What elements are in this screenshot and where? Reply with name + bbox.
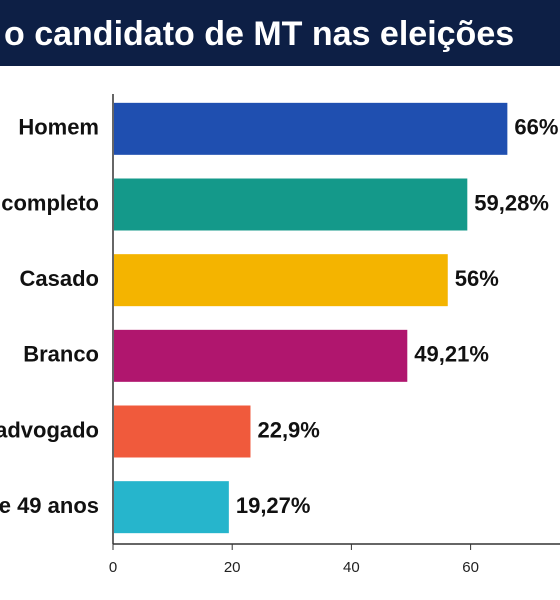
category-label: Branco xyxy=(23,342,99,367)
x-tick-label: 60 xyxy=(462,559,479,576)
x-tick-label: 0 xyxy=(109,559,117,576)
value-label: 56% xyxy=(455,266,499,291)
bar xyxy=(114,254,448,307)
value-label: 49,21% xyxy=(414,342,489,367)
value-label: 19,27% xyxy=(236,493,311,518)
bar xyxy=(114,405,251,458)
category-label: Homem xyxy=(18,115,99,140)
bar xyxy=(114,178,468,231)
x-tick-label: 40 xyxy=(343,559,360,576)
bar xyxy=(114,329,408,382)
bar xyxy=(114,481,229,534)
category-label: Casado xyxy=(20,266,99,291)
value-label: 59,28% xyxy=(474,190,549,215)
value-label: 66% xyxy=(514,115,558,140)
category-label: e 49 anos xyxy=(0,493,99,518)
value-label: 22,9% xyxy=(257,417,319,442)
chart-title: o candidato de MT nas eleições xyxy=(4,15,514,53)
category-label: advogado xyxy=(0,417,99,442)
x-tick-label: 20 xyxy=(224,559,241,576)
category-label: completo xyxy=(1,190,99,215)
bar xyxy=(114,102,508,155)
title-band xyxy=(0,0,560,66)
